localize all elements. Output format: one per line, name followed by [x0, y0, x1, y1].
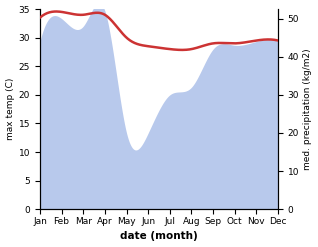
X-axis label: date (month): date (month): [120, 231, 198, 242]
Y-axis label: med. precipitation (kg/m2): med. precipitation (kg/m2): [303, 48, 313, 170]
Y-axis label: max temp (C): max temp (C): [5, 78, 15, 140]
